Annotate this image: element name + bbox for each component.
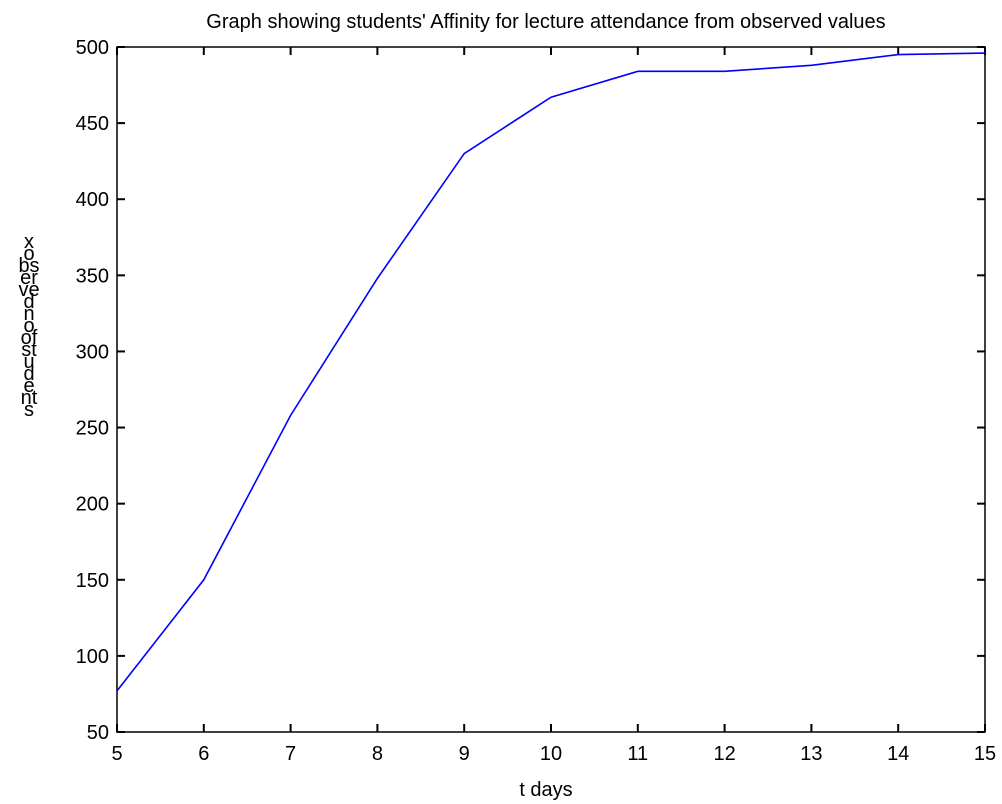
- data-point-0-6: [637, 71, 639, 73]
- data-point-0-0: [116, 690, 118, 692]
- data-point-0-7: [724, 71, 726, 73]
- x-tick-label-2: 7: [285, 743, 296, 765]
- x-tick-label-7: 12: [713, 743, 735, 765]
- y-tick-label-4: 250: [76, 418, 109, 440]
- data-point-0-2: [290, 415, 292, 417]
- data-point-0-9: [897, 54, 899, 56]
- series-line-0: [116, 52, 986, 692]
- y-tick-label-0: 50: [87, 722, 109, 744]
- x-tick-label-9: 14: [887, 743, 909, 765]
- x-tick-labels: 5 6 7 8 9 10 11 12 13 14 15: [111, 743, 996, 765]
- y-tick-label-6: 350: [76, 265, 109, 287]
- y-tick-labels: 50 100 150 200 250 300 350 400 450 500: [76, 37, 109, 744]
- series-group: [116, 52, 986, 692]
- x-tick-label-1: 6: [198, 743, 209, 765]
- x-tick-label-4: 9: [459, 743, 470, 765]
- x-tick-label-5: 10: [540, 743, 562, 765]
- x-tick-label-0: 5: [111, 743, 122, 765]
- x-axis-label: t days: [519, 779, 572, 801]
- data-point-0-3: [377, 278, 379, 280]
- x-tick-label-8: 13: [800, 743, 822, 765]
- y-tick-label-9: 500: [76, 37, 109, 59]
- y-tick-label-7: 400: [76, 189, 109, 211]
- x-tick-label-6: 11: [627, 743, 648, 765]
- data-point-0-1: [203, 579, 205, 581]
- plot-area: [116, 46, 986, 733]
- y-tick-label-8: 450: [76, 113, 109, 135]
- x-tick-label-3: 8: [372, 743, 383, 765]
- y-tick-label-3: 200: [76, 494, 109, 516]
- y-axis-label: x observed no of students: [18, 231, 40, 421]
- data-point-0-4: [463, 153, 465, 155]
- data-point-0-10: [984, 52, 986, 54]
- y-tick-label-2: 150: [76, 570, 109, 592]
- y-tick-label-1: 100: [76, 646, 109, 668]
- axis-ticks: [116, 46, 986, 733]
- chart-title: Graph showing students' Affinity for lec…: [206, 11, 885, 33]
- y-tick-label-5: 300: [76, 341, 109, 363]
- data-point-0-8: [811, 64, 813, 66]
- x-tick-label-10: 15: [974, 743, 996, 765]
- data-point-0-5: [550, 96, 552, 98]
